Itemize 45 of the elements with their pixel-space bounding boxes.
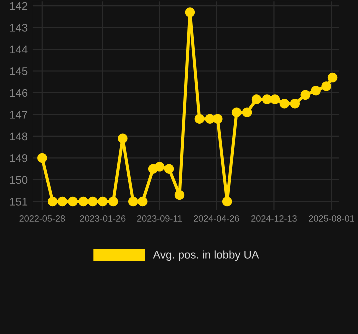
x-tick-label: 2025-08-01 bbox=[309, 216, 354, 222]
y-tick-label: 147 bbox=[10, 111, 28, 119]
point bbox=[328, 72, 338, 83]
y-tick-label: 145 bbox=[10, 68, 28, 76]
point bbox=[185, 8, 196, 18]
x-tick-label: 2022-05-28 bbox=[20, 216, 66, 222]
point bbox=[108, 196, 118, 207]
y-tick-label: 143 bbox=[10, 24, 28, 32]
point bbox=[290, 99, 300, 109]
y-tick-label: 146 bbox=[10, 89, 28, 98]
point bbox=[68, 196, 78, 207]
y-tick-label: 142 bbox=[10, 2, 28, 10]
point bbox=[213, 114, 223, 124]
point bbox=[98, 196, 108, 207]
point bbox=[270, 94, 280, 104]
x-tick-label: 2023-01-26 bbox=[80, 216, 126, 222]
point bbox=[194, 114, 205, 124]
x-tick-label: 2024-12-13 bbox=[252, 216, 297, 222]
y-tick-label: 148 bbox=[10, 132, 28, 141]
y-tick-label: 149 bbox=[10, 154, 28, 162]
point bbox=[138, 196, 148, 207]
x-tick-label: 2023-09-11 bbox=[138, 216, 182, 222]
point bbox=[88, 196, 98, 207]
point bbox=[232, 108, 242, 118]
point bbox=[78, 196, 88, 207]
point bbox=[164, 164, 174, 174]
point bbox=[174, 190, 185, 200]
point bbox=[311, 86, 321, 96]
x-tick-label: 2024-04-26 bbox=[194, 216, 240, 222]
point bbox=[222, 196, 232, 207]
point bbox=[118, 134, 128, 144]
legend-label: Avg. pos. in lobby UA bbox=[153, 250, 260, 262]
point bbox=[128, 196, 138, 207]
point bbox=[280, 99, 290, 109]
point bbox=[38, 153, 48, 164]
point bbox=[48, 196, 58, 207]
y-tick-label: 151 bbox=[10, 198, 28, 206]
point bbox=[252, 94, 262, 104]
point bbox=[242, 108, 252, 118]
point bbox=[322, 82, 332, 92]
point bbox=[58, 196, 68, 207]
point bbox=[154, 162, 165, 172]
y-tick-label: 144 bbox=[10, 46, 28, 54]
point bbox=[300, 90, 310, 100]
y-tick-label: 150 bbox=[10, 176, 28, 184]
